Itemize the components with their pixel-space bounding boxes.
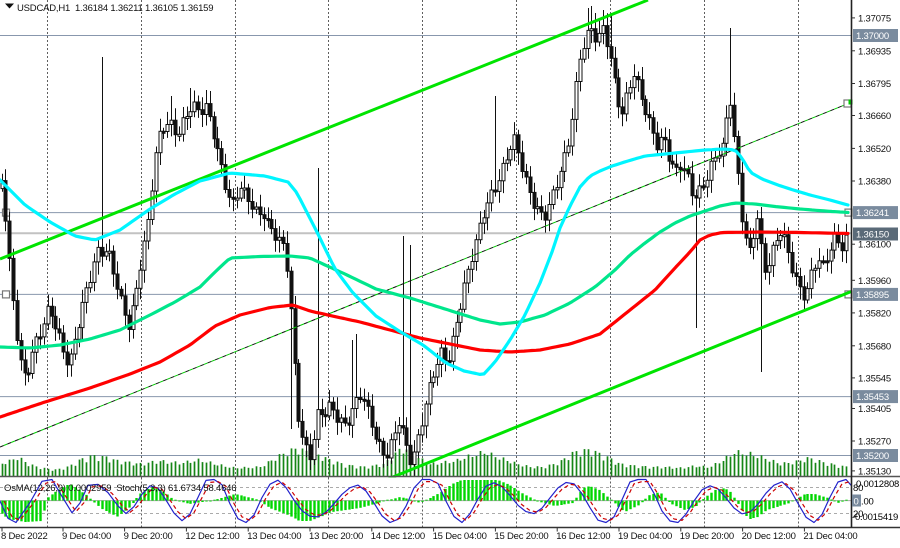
svg-text:8 Dec 2022: 8 Dec 2022 — [1, 531, 48, 542]
svg-text:0.0012808: 0.0012808 — [856, 479, 899, 490]
svg-text:1.36150: 1.36150 — [856, 230, 889, 241]
svg-text:1.36660: 1.36660 — [858, 111, 891, 122]
svg-text:1.35820: 1.35820 — [858, 308, 891, 319]
svg-text:1.35960: 1.35960 — [858, 276, 891, 287]
svg-text:13 Dec 04:00: 13 Dec 04:00 — [247, 531, 301, 542]
svg-text:14 Dec 12:00: 14 Dec 12:00 — [371, 531, 425, 542]
svg-text:16 Dec 12:00: 16 Dec 12:00 — [556, 531, 610, 542]
svg-text:9 Dec 20:00: 9 Dec 20:00 — [124, 531, 173, 542]
svg-text:12 Dec 12:00: 12 Dec 12:00 — [185, 531, 239, 542]
svg-text:0: 0 — [854, 497, 859, 508]
svg-text:1.35270: 1.35270 — [858, 437, 891, 448]
svg-text:1.37075: 1.37075 — [858, 13, 891, 24]
svg-text:1.35545: 1.35545 — [858, 373, 891, 384]
svg-text:1.36795: 1.36795 — [858, 79, 891, 90]
svg-text:.00: .00 — [861, 497, 874, 508]
svg-text:1.35895: 1.35895 — [856, 290, 889, 301]
svg-text:1.35680: 1.35680 — [858, 341, 891, 352]
svg-text:1.37000: 1.37000 — [856, 31, 889, 42]
svg-text:15 Dec 20:00: 15 Dec 20:00 — [494, 531, 548, 542]
svg-text:1.35405: 1.35405 — [858, 404, 891, 415]
svg-text:USDCAD,H1 1.36184 1.36211 1.3: USDCAD,H1 1.36184 1.36211 1.36105 1.3615… — [17, 3, 213, 14]
svg-text:1.36100: 1.36100 — [858, 240, 891, 251]
svg-text:1.36380: 1.36380 — [858, 177, 891, 188]
svg-text:19 Dec 04:00: 19 Dec 04:00 — [618, 531, 672, 542]
svg-text:21 Dec 04:00: 21 Dec 04:00 — [803, 531, 857, 542]
svg-text:1.35130: 1.35130 — [858, 466, 891, 477]
svg-text:19 Dec 20:00: 19 Dec 20:00 — [680, 531, 734, 542]
svg-text:80: 80 — [853, 483, 863, 494]
svg-text:1.36935: 1.36935 — [858, 46, 891, 57]
svg-text:OsMA(12,26,9) 0.0002959 Stoch: OsMA(12,26,9) 0.0002959 Stoch(5,3,3) 61.… — [4, 483, 236, 494]
svg-text:20 Dec 12:00: 20 Dec 12:00 — [742, 531, 796, 542]
svg-text:1.35200: 1.35200 — [856, 451, 889, 462]
svg-text:20: 20 — [853, 509, 863, 520]
svg-text:15 Dec 04:00: 15 Dec 04:00 — [433, 531, 487, 542]
svg-text:1.35453: 1.35453 — [856, 392, 889, 403]
svg-text:-0.0015419: -0.0015419 — [852, 512, 898, 523]
svg-text:13 Dec 20:00: 13 Dec 20:00 — [309, 531, 363, 542]
svg-text:1.36241: 1.36241 — [856, 208, 889, 219]
svg-text:1.36520: 1.36520 — [858, 144, 891, 155]
svg-text:9 Dec 04:00: 9 Dec 04:00 — [62, 531, 111, 542]
